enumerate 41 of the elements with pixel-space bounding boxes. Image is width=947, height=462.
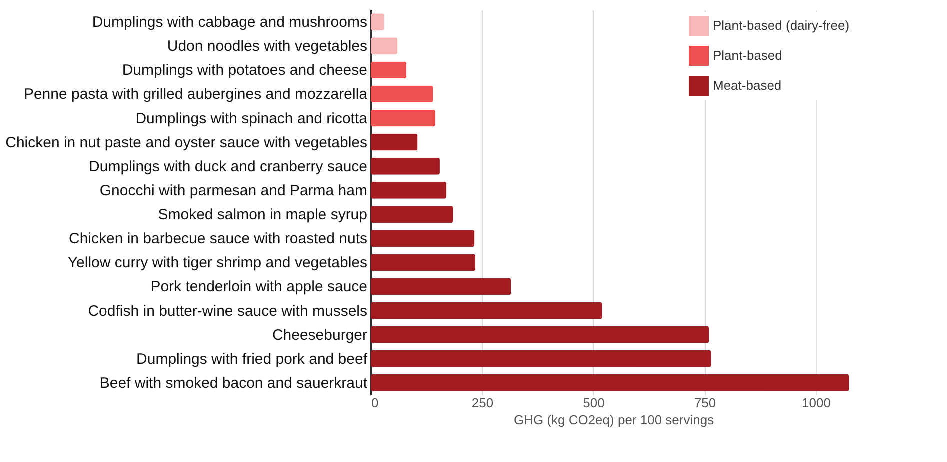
bar — [371, 158, 440, 175]
legend-label: Plant-based (dairy-free) — [713, 18, 850, 33]
y-tick-label: Dumplings with duck and cranberry sauce — [89, 158, 368, 176]
bar — [371, 374, 850, 392]
y-tick-label: Smoked salmon in maple syrup — [158, 206, 368, 224]
y-tick-label: Chicken in nut paste and oyster sauce with vegetables — [6, 134, 368, 152]
y-tick-label: Codfish in butter-wine sauce with mussels — [88, 302, 368, 320]
y-tick-label: Dumplings with fried pork and beef — [136, 350, 368, 368]
x-tick-label: 250 — [472, 396, 494, 410]
x-axis-title: GHG (kg CO2eq) per 100 servings — [514, 412, 715, 428]
bar — [371, 230, 475, 248]
bar — [371, 182, 447, 199]
bar — [371, 62, 407, 79]
legend-label: Plant-based — [713, 48, 782, 63]
y-tick-label: Yellow curry with tiger shrimp and vegetables — [68, 254, 368, 272]
y-tick-label: Udon noodles with vegetables — [167, 38, 368, 56]
y-tick-label: Cheeseburger — [272, 326, 368, 344]
bar — [371, 350, 712, 368]
bar — [371, 110, 436, 127]
y-tick-label: Gnocchi with parmesan and Parma ham — [100, 182, 368, 200]
x-tick-label: 1000 — [802, 396, 831, 410]
bar — [371, 278, 512, 296]
x-tick-label: 500 — [583, 396, 605, 410]
legend-label: Meat-based — [713, 78, 782, 93]
y-tick-label: Dumplings with spinach and ricotta — [136, 110, 368, 128]
bar — [371, 326, 710, 344]
bar — [371, 38, 398, 55]
bar — [371, 86, 434, 103]
bar — [371, 134, 418, 151]
bar — [371, 206, 454, 223]
y-tick-label: Pork tenderloin with apple sauce — [150, 278, 368, 296]
x-tick-label: 750 — [694, 396, 716, 410]
y-tick-label: Chicken in barbecue sauce with roasted nuts — [68, 230, 368, 248]
y-tick-label: Dumplings with cabbage and mushrooms — [92, 14, 368, 32]
bar — [371, 302, 602, 320]
x-tick-label: 0 — [372, 396, 379, 410]
y-tick-label: Dumplings with potatoes and cheese — [122, 62, 368, 80]
bar — [371, 14, 384, 30]
y-tick-label: Penne pasta with grilled aubergines and mozzarella — [24, 86, 368, 104]
bar — [371, 254, 476, 272]
y-tick-label: Beef with smoked bacon and sauerkraut — [100, 374, 368, 392]
